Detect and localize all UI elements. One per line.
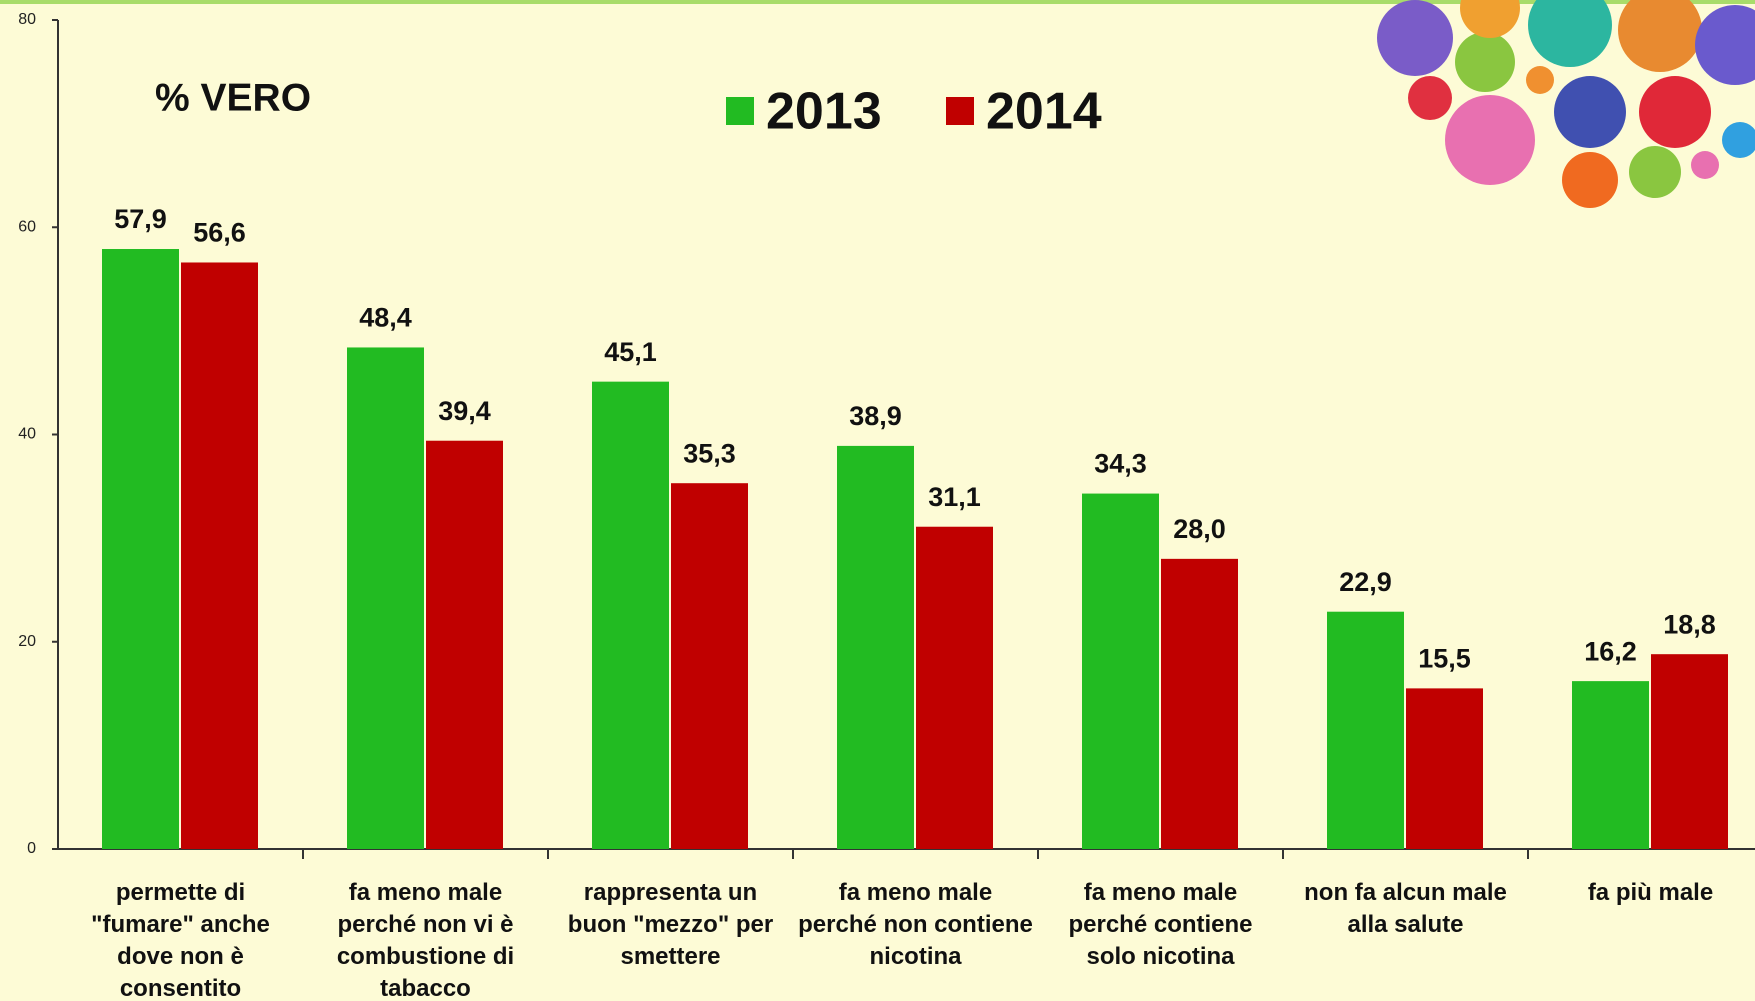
value-label: 57,9	[114, 204, 167, 234]
value-label: 56,6	[193, 218, 246, 248]
value-label: 22,9	[1339, 567, 1392, 597]
value-label: 34,3	[1094, 449, 1147, 479]
y-axis-label: % VERO	[155, 76, 311, 119]
bar	[347, 347, 424, 849]
value-label: 38,9	[849, 401, 902, 431]
y-tick-label: 0	[27, 840, 36, 857]
y-tick-label: 20	[18, 633, 36, 650]
value-label: 18,8	[1663, 609, 1716, 639]
value-label: 48,4	[359, 303, 412, 333]
value-label: 35,3	[683, 438, 736, 468]
value-label: 16,2	[1584, 636, 1637, 666]
bar	[592, 381, 669, 849]
x-tick-label: fa meno male perché contiene solo nicoti…	[1068, 879, 1253, 970]
y-tick-label: 80	[18, 11, 36, 28]
x-tick-label: permette di "fumare" anche dove non è co…	[91, 879, 270, 1001]
bar	[916, 526, 993, 849]
bar	[837, 445, 914, 849]
legend-swatch	[946, 97, 974, 125]
y-tick-label: 60	[18, 218, 36, 235]
x-tick-label: fa più male	[1587, 879, 1714, 906]
bar	[671, 483, 748, 849]
bar	[1406, 688, 1483, 849]
bar	[426, 440, 503, 849]
value-label: 28,0	[1173, 514, 1226, 544]
bar	[181, 262, 258, 849]
legend-label: 2013	[766, 83, 882, 141]
bar	[1651, 654, 1728, 849]
y-tick-label: 40	[18, 426, 36, 443]
value-label: 15,5	[1418, 644, 1471, 674]
bar	[102, 249, 179, 850]
x-tick-label: fa meno male perché non contiene nicotin…	[798, 879, 1033, 970]
bar	[1082, 493, 1159, 849]
value-label: 31,1	[928, 482, 981, 512]
top-stripe	[0, 0, 1755, 4]
legend-swatch	[726, 97, 754, 125]
bar	[1572, 681, 1649, 849]
x-tick-label: fa meno male perché non vi è combustione…	[336, 879, 515, 1001]
x-tick-label: non fa alcun male alla salute	[1304, 879, 1507, 938]
decor-icons	[1377, 0, 1755, 208]
bar	[1327, 611, 1404, 849]
value-label: 39,4	[438, 396, 491, 426]
x-tick-label: rappresenta un buon "mezzo" per smettere	[567, 879, 774, 970]
legend-label: 2014	[986, 83, 1102, 141]
value-label: 45,1	[604, 337, 657, 367]
bar	[1161, 558, 1238, 849]
